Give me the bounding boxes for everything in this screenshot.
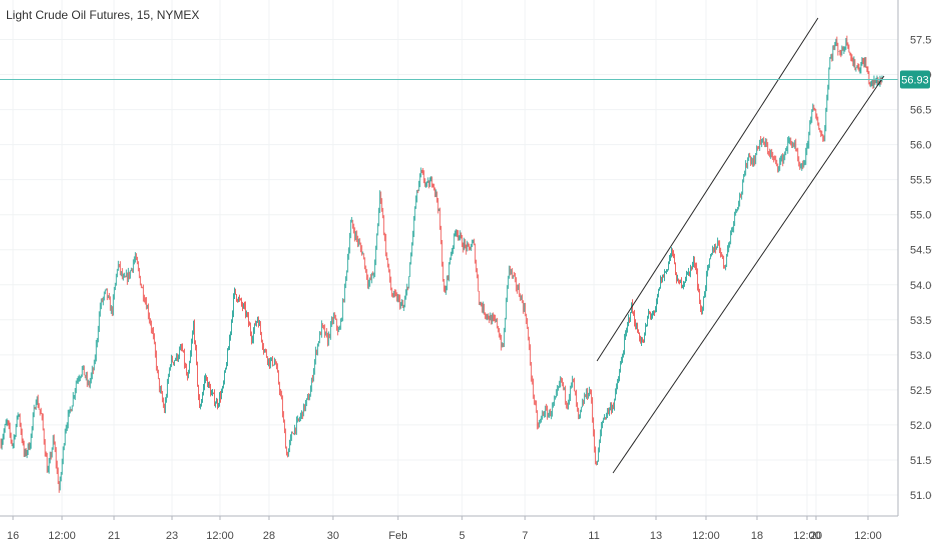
price-axis[interactable]: 51.00 51.50 52.00 52.50 53.00 53.50 54.00 54.50… bbox=[897, 0, 932, 516]
price-tick-label: 53.50 bbox=[910, 315, 932, 327]
time-axis[interactable]: 16 12:00 21 23 12:00 28 30 Feb 5 7 11 13 12:00 18 12:0… bbox=[0, 515, 898, 542]
time-tick-label: 12:00 bbox=[793, 530, 821, 542]
price-tick-label: 54.00 bbox=[910, 280, 932, 292]
price-tick-label: 53.00 bbox=[910, 350, 932, 362]
price-tick-label: 57.50 bbox=[910, 35, 932, 47]
time-tick-label: Feb bbox=[389, 530, 408, 542]
time-tick-label: 5 bbox=[459, 530, 465, 542]
price-tick-label: 52.00 bbox=[910, 420, 932, 432]
time-tick-label: 13 bbox=[650, 530, 662, 542]
time-tick-label: 28 bbox=[263, 530, 275, 542]
price-tick-label: 54.50 bbox=[910, 245, 932, 257]
price-tick-label: 56.50 bbox=[910, 105, 932, 117]
price-tick-label: 51.50 bbox=[910, 455, 932, 467]
price-tick-label: 55.00 bbox=[910, 210, 932, 222]
time-tick-label: 30 bbox=[327, 530, 339, 542]
time-tick-label: 12:00 bbox=[854, 530, 882, 542]
price-tick-label: 51.00 bbox=[910, 490, 932, 502]
trend-channel[interactable] bbox=[596, 17, 885, 474]
time-tick-label: 11 bbox=[588, 530, 599, 542]
time-tick-label: 18 bbox=[751, 530, 763, 542]
chart-title: Light Crude Oil Futures, 15, NYMEX bbox=[6, 8, 200, 22]
channel-upper-line[interactable] bbox=[596, 17, 819, 362]
time-tick-label: 23 bbox=[166, 530, 178, 542]
candlestick-series bbox=[0, 35, 883, 493]
time-tick-label: 12:00 bbox=[48, 530, 76, 542]
time-tick-label: 12:00 bbox=[692, 530, 720, 542]
price-tick-label: 52.50 bbox=[910, 385, 932, 397]
price-tick-label: 56.00 bbox=[910, 140, 932, 152]
time-tick-label: 16 bbox=[7, 530, 19, 542]
price-tick-label: 55.50 bbox=[910, 175, 932, 187]
time-tick-label: 21 bbox=[108, 530, 120, 542]
time-tick-label: 7 bbox=[522, 530, 528, 542]
time-tick-label: 20 bbox=[810, 530, 822, 542]
last-price-badge bbox=[900, 70, 930, 89]
last-price-label: 56.93 bbox=[901, 74, 929, 86]
channel-lower-line[interactable] bbox=[612, 75, 885, 474]
time-tick-label: 12:00 bbox=[206, 530, 234, 542]
